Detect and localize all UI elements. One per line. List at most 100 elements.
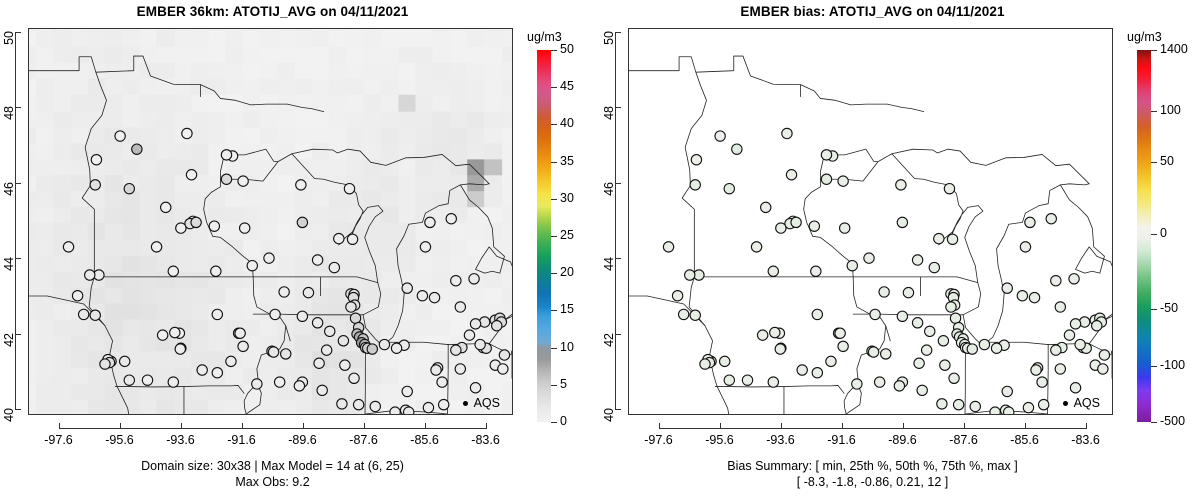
aqs-station-marker[interactable] — [220, 173, 233, 185]
aqs-station-marker[interactable] — [1024, 216, 1036, 229]
aqs-station-marker[interactable] — [810, 265, 822, 277]
aqs-station-marker[interactable] — [293, 380, 306, 392]
aqs-station-marker[interactable] — [491, 320, 503, 332]
aqs-station-marker[interactable] — [237, 340, 249, 353]
aqs-station-marker[interactable] — [741, 374, 754, 386]
aqs-station-marker[interactable] — [419, 241, 432, 253]
aqs-station-marker[interactable] — [278, 286, 290, 298]
aqs-station-marker[interactable] — [336, 398, 348, 410]
aqs-station-marker[interactable] — [141, 374, 154, 386]
aqs-station-marker[interactable] — [767, 376, 780, 388]
aqs-station-marker[interactable] — [160, 201, 172, 214]
aqs-station-marker[interactable] — [699, 358, 711, 370]
aqs-station-marker[interactable] — [295, 179, 307, 191]
aqs-station-marker[interactable] — [463, 329, 476, 341]
aqs-station-marker[interactable] — [837, 175, 849, 187]
aqs-station-marker[interactable] — [211, 308, 224, 321]
aqs-station-marker[interactable] — [808, 220, 821, 232]
aqs-station-marker[interactable] — [190, 216, 202, 229]
aqs-station-marker[interactable] — [352, 398, 365, 411]
aqs-station-marker[interactable] — [175, 222, 187, 234]
aqs-station-marker[interactable] — [1045, 212, 1057, 225]
aqs-station-marker[interactable] — [118, 355, 131, 368]
aqs-station-marker[interactable] — [1068, 273, 1080, 285]
aqs-station-marker[interactable] — [896, 216, 909, 229]
aqs-station-marker[interactable] — [422, 401, 435, 414]
aqs-station-marker[interactable] — [1016, 289, 1029, 302]
aqs-station-marker[interactable] — [949, 312, 962, 324]
aqs-station-marker[interactable] — [328, 261, 341, 274]
aqs-station-marker[interactable] — [267, 346, 280, 358]
aqs-station-marker[interactable] — [731, 143, 743, 155]
aqs-station-marker[interactable] — [928, 261, 941, 274]
aqs-station-marker[interactable] — [296, 310, 309, 323]
aqs-station-marker[interactable] — [1074, 338, 1086, 351]
aqs-station-marker[interactable] — [349, 312, 362, 324]
aqs-station-marker[interactable] — [1098, 349, 1111, 361]
aqs-station-marker[interactable] — [945, 301, 957, 313]
aqs-station-marker[interactable] — [366, 343, 379, 355]
aqs-station-marker[interactable] — [436, 376, 448, 388]
aqs-station-marker[interactable] — [825, 355, 837, 368]
aqs-station-marker[interactable] — [920, 344, 933, 356]
aqs-station-marker[interactable] — [1054, 301, 1067, 313]
aqs-station-marker[interactable] — [450, 344, 462, 356]
aqs-station-marker[interactable] — [896, 310, 909, 323]
aqs-station-marker[interactable] — [989, 406, 1001, 414]
aqs-station-marker[interactable] — [311, 317, 324, 329]
aqs-station-marker[interactable] — [369, 400, 381, 413]
aqs-station-marker[interactable] — [428, 291, 441, 304]
aqs-station-marker[interactable] — [880, 348, 892, 360]
aqs-station-marker[interactable] — [211, 366, 224, 379]
aqs-station-marker[interactable] — [911, 254, 924, 266]
aqs-station-marker[interactable] — [990, 342, 1003, 354]
aqs-station-marker[interactable] — [767, 265, 780, 277]
aqs-station-marker[interactable] — [936, 398, 948, 410]
aqs-station-marker[interactable] — [1036, 376, 1048, 388]
aqs-station-marker[interactable] — [123, 182, 136, 195]
aqs-station-marker[interactable] — [468, 273, 480, 285]
model-map-plot[interactable]: AQS — [28, 28, 513, 415]
aqs-station-marker[interactable] — [939, 359, 951, 371]
aqs-station-marker[interactable] — [952, 398, 965, 411]
aqs-station-marker[interactable] — [445, 212, 457, 225]
aqs-station-marker[interactable] — [220, 149, 233, 161]
aqs-station-marker[interactable] — [756, 329, 769, 341]
aqs-station-marker[interactable] — [714, 130, 726, 142]
aqs-station-marker[interactable] — [424, 216, 436, 229]
aqs-station-marker[interactable] — [913, 357, 925, 369]
aqs-station-marker[interactable] — [273, 376, 286, 388]
aqs-station-marker[interactable] — [389, 406, 401, 414]
aqs-station-marker[interactable] — [316, 384, 328, 397]
aqs-station-marker[interactable] — [774, 343, 786, 355]
aqs-station-marker[interactable] — [1028, 291, 1041, 304]
aqs-station-marker[interactable] — [89, 179, 101, 191]
aqs-station-marker[interactable] — [131, 143, 143, 155]
aqs-station-marker[interactable] — [785, 169, 798, 181]
aqs-station-marker[interactable] — [84, 269, 96, 281]
aqs-station-marker[interactable] — [311, 254, 324, 266]
aqs-station-marker[interactable] — [837, 340, 849, 353]
aqs-station-marker[interactable] — [169, 326, 181, 339]
aqs-station-marker[interactable] — [662, 241, 675, 253]
bias-map-plot[interactable]: AQS — [628, 28, 1113, 415]
aqs-station-marker[interactable] — [269, 308, 281, 321]
aqs-station-marker[interactable] — [208, 220, 221, 232]
aqs-station-marker[interactable] — [933, 232, 945, 245]
aqs-station-marker[interactable] — [790, 216, 802, 229]
aqs-station-marker[interactable] — [684, 269, 696, 281]
aqs-station-marker[interactable] — [834, 327, 846, 339]
aqs-station-marker[interactable] — [1001, 282, 1013, 294]
aqs-station-marker[interactable] — [1003, 406, 1015, 414]
aqs-station-marker[interactable] — [167, 265, 180, 277]
aqs-station-marker[interactable] — [1030, 364, 1042, 376]
aqs-station-marker[interactable] — [1050, 344, 1062, 356]
aqs-station-marker[interactable] — [873, 376, 886, 388]
aqs-station-marker[interactable] — [378, 338, 391, 351]
aqs-station-marker[interactable] — [946, 233, 959, 246]
aqs-station-marker[interactable] — [948, 372, 960, 385]
aqs-station-marker[interactable] — [878, 286, 890, 298]
aqs-station-markers-right[interactable] — [629, 29, 1112, 414]
aqs-station-marker[interactable] — [811, 308, 824, 321]
aqs-station-marker[interactable] — [469, 382, 482, 394]
